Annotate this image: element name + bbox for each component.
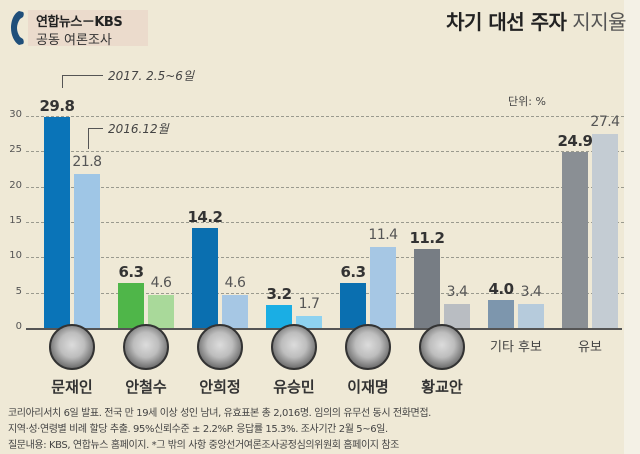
data-label: 4.6 [150, 275, 172, 292]
gridline [26, 257, 624, 259]
candidate-photo [123, 324, 169, 370]
y-tick-label: 30 [9, 108, 22, 120]
data-label: 21.8 [72, 153, 102, 170]
bar-previous [222, 295, 248, 328]
legend-connector-current [62, 75, 103, 88]
data-label: 4.0 [488, 279, 514, 298]
footnote-line1: 코리아리서치 6일 발표. 전국 만 19세 이상 성인 남녀, 유효표본 총 … [8, 408, 431, 419]
logo-line2: 공동 여론조사 [36, 33, 112, 48]
gridline [26, 115, 624, 117]
data-label: 1.7 [298, 295, 320, 312]
data-label: 4.6 [224, 275, 246, 292]
y-tick-label: 25 [9, 144, 22, 156]
category-name: 유보 [578, 340, 602, 355]
right-margin [624, 0, 640, 454]
candidate-name: 안희정 [199, 378, 241, 396]
y-tick-label: 15 [9, 214, 22, 226]
candidate-photo [49, 324, 95, 370]
data-label: 11.4 [368, 227, 398, 244]
candidate-photo [197, 324, 243, 370]
candidate-photo [345, 324, 391, 370]
candidate-name: 안철수 [125, 378, 167, 396]
bar-previous [370, 247, 396, 328]
y-tick-label: 5 [15, 285, 22, 297]
gridline [26, 221, 624, 223]
title-light: 지지율 [572, 10, 626, 34]
bar-current [192, 227, 218, 328]
bar-current [562, 151, 588, 328]
chart-title: 차기 대선 주자 지지율 [446, 6, 626, 35]
legend-previous: 2016.12월 [108, 122, 169, 136]
footnote: 코리아리서치 6일 발표. 전국 만 19세 이상 성인 남녀, 유효표본 총 … [8, 406, 431, 454]
logo-band [28, 10, 148, 46]
footnote-line3: 질문내용: KBS, 연합뉴스 홈페이지. *그 밖의 사항 중앙선거여론조사공… [8, 440, 399, 451]
bar-previous [592, 134, 618, 328]
unit-label: 단위: % [508, 95, 546, 108]
bar-current [44, 117, 70, 328]
legend-current: 2017. 2.5~6일 [108, 69, 194, 83]
bar-previous [74, 173, 100, 328]
candidate-photo [419, 324, 465, 370]
logo-line1: 연합뉴스－KBS [36, 15, 123, 30]
gridline [26, 292, 624, 294]
data-label: 14.2 [187, 207, 223, 226]
data-label: 29.8 [39, 97, 75, 116]
data-label: 3.4 [446, 283, 468, 300]
bar-current [340, 283, 366, 328]
candidate-photo [271, 324, 317, 370]
data-label: 6.3 [340, 263, 366, 282]
title-bold: 차기 대선 주자 [446, 10, 567, 34]
legend-connector-previous [88, 128, 103, 149]
bar-previous [444, 303, 470, 328]
candidate-name: 황교안 [421, 378, 463, 396]
data-label: 6.3 [118, 263, 144, 282]
bar-current [118, 283, 144, 328]
x-axis [26, 328, 622, 330]
source-logo: 연합뉴스－KBS 공동 여론조사 [10, 8, 160, 50]
footnote-line2: 지역·성·연령별 비례 할당 추출. 95%신뢰수준 ± 2.2%P. 응답률 … [8, 424, 388, 435]
candidate-name: 문재인 [51, 378, 93, 396]
bar-previous [148, 295, 174, 328]
data-label: 3.4 [520, 283, 542, 300]
bar-current [488, 299, 514, 328]
y-tick-label: 10 [9, 250, 22, 262]
phone-icon [11, 11, 24, 45]
gridline [26, 151, 624, 153]
y-tick-label: 20 [9, 179, 22, 191]
bar-previous [518, 303, 544, 328]
category-name: 기타 후보 [490, 340, 542, 355]
data-label: 27.4 [590, 114, 620, 131]
y-tick-label: 0 [15, 321, 22, 332]
candidate-name: 유승민 [273, 378, 315, 396]
bar-current [266, 305, 292, 328]
data-label: 24.9 [557, 131, 593, 150]
gridline [26, 186, 624, 188]
bar-current [414, 248, 440, 328]
data-label: 3.2 [266, 285, 292, 304]
data-label: 11.2 [409, 228, 445, 247]
candidate-name: 이재명 [347, 378, 389, 396]
